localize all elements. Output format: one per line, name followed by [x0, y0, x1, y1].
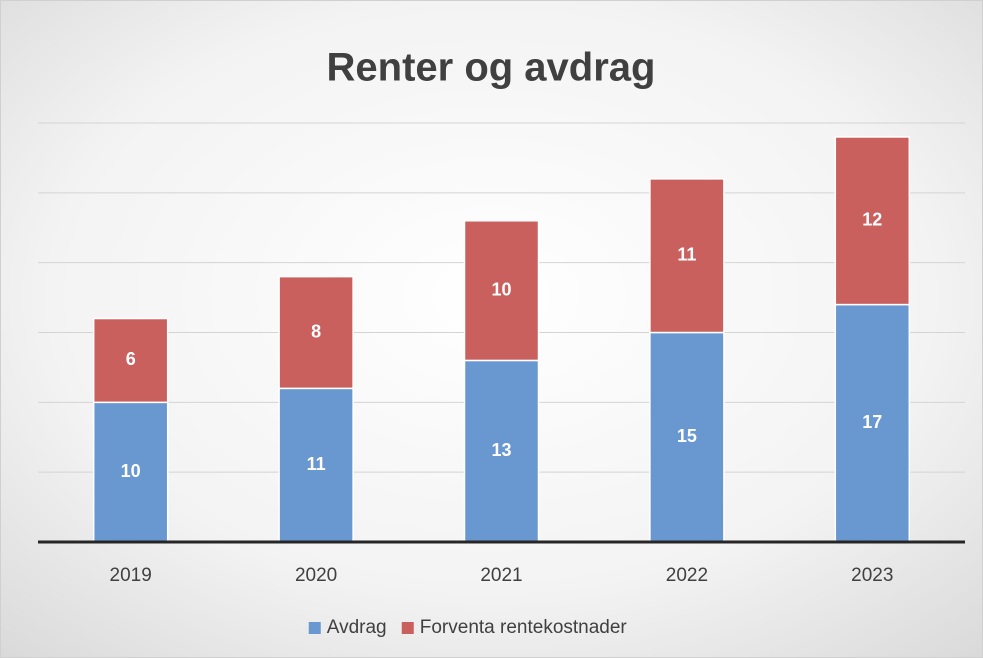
legend-swatch	[401, 622, 414, 634]
x-tick-label: 2020	[295, 565, 337, 586]
bar-segment	[278, 275, 354, 390]
bar-segment	[463, 220, 540, 362]
data-label: 10	[121, 461, 141, 481]
bar-segment	[278, 387, 354, 543]
x-tick-label: 2019	[110, 565, 152, 586]
x-tick-label: 2023	[851, 565, 893, 586]
data-label: 6	[126, 349, 136, 369]
data-label: 15	[677, 426, 697, 446]
bar-segment	[649, 178, 725, 334]
legend-label: Avdrag	[327, 617, 387, 638]
data-label: 8	[311, 321, 321, 341]
data-label: 13	[491, 440, 511, 460]
bar-segment	[463, 359, 540, 543]
data-label: 17	[862, 412, 882, 432]
bar-segment	[92, 401, 169, 543]
data-label: 11	[677, 244, 696, 264]
bar-segment	[92, 317, 169, 404]
bar-segment	[649, 331, 725, 543]
data-label: 10	[491, 279, 511, 299]
chart-title: Renter og avdrag	[327, 46, 656, 90]
legend-swatch	[308, 622, 321, 634]
legend-label: Forventa rentekostnader	[420, 617, 628, 638]
x-tick-label: 2021	[480, 565, 522, 586]
x-tick-label: 2022	[666, 565, 708, 586]
data-label: 11	[307, 454, 326, 474]
bar-segment	[834, 303, 911, 543]
data-label: 12	[862, 210, 882, 230]
bar-segment	[834, 136, 911, 306]
